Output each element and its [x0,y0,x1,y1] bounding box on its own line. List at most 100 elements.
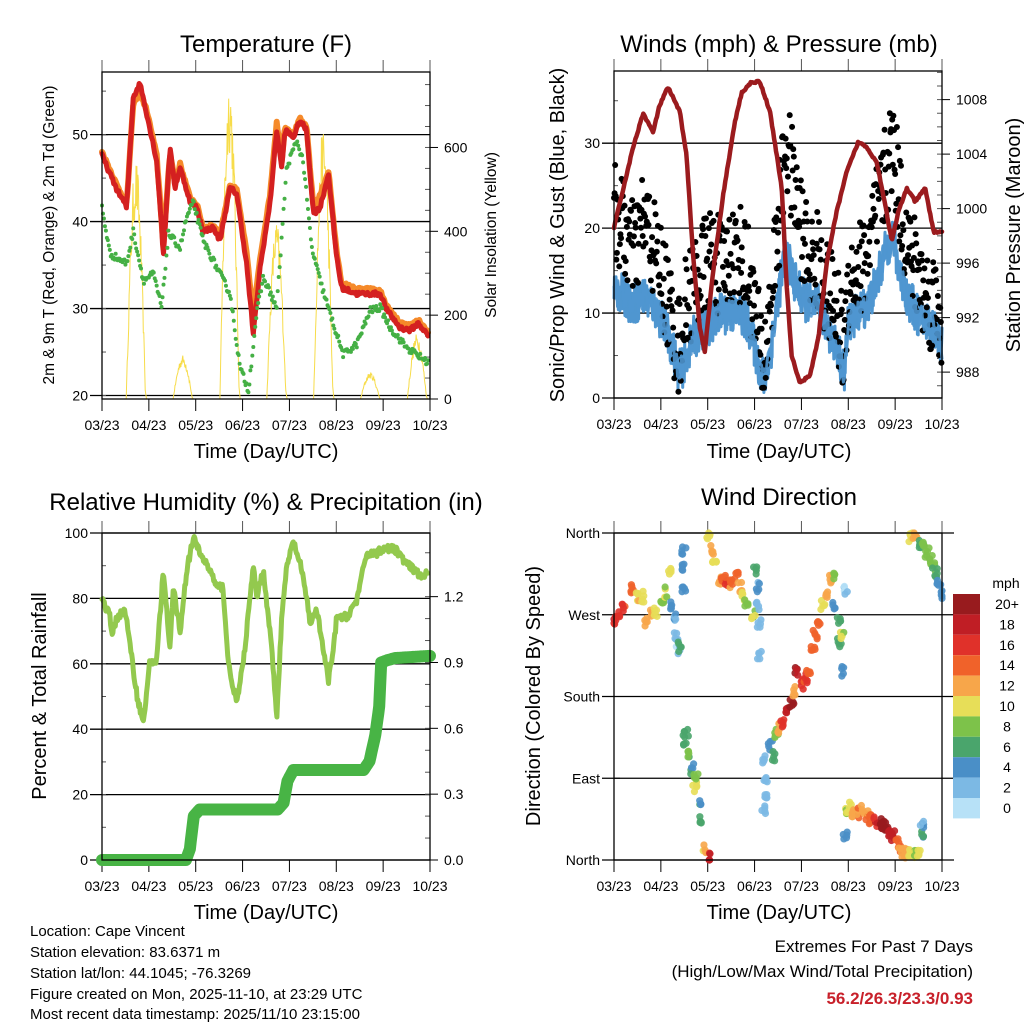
dewpoint-point [377,308,382,313]
dewpoint-point [307,225,312,230]
wind-gust-point [769,295,776,302]
wind-gust-point [859,268,866,275]
wind-gust-point [838,287,845,294]
wind-gust-point [637,215,644,222]
dewpoint-point [301,160,306,165]
dewpoint-point [164,253,169,258]
dewpoint-point [287,161,292,166]
dewpoint-point [130,237,135,242]
dewpoint-point [141,281,146,286]
wind-gust-point [933,277,940,284]
dewpoint-point [228,296,233,301]
dewpoint-point [257,294,262,299]
y-tick-label: 50 [72,127,88,143]
wind-gust-point [811,275,818,282]
y-right-tick-label: 0.9 [444,654,464,670]
dewpoint-point [200,233,205,238]
dewpoint-point [165,245,170,250]
legend-label: 10 [999,698,1015,714]
dewpoint-point [135,249,140,254]
wind-gust-point [727,250,734,257]
wind-gust-point [773,214,780,221]
wind-gust-point [630,242,637,249]
y-right-tick-label: 988 [956,364,980,380]
wind-gust-point [869,192,876,199]
dewpoint-point [134,246,139,251]
wind-direction-point [684,747,693,755]
wind-gust-point [900,227,907,234]
wind-gust-point [845,262,852,269]
wind-direction-point [672,610,680,618]
dewpoint-point [194,210,199,215]
wind-direction-point [729,580,737,588]
wind-gust-point [886,150,893,157]
legend-label: 8 [1003,718,1011,734]
wind-direction-point [916,821,924,829]
wind-gust-point [624,277,631,284]
legend-swatch [953,675,980,696]
wind-gust-point [929,342,936,349]
wind-gust-point [812,281,819,288]
wind-gust-point [857,283,864,290]
wind-direction-point [682,739,690,747]
dewpoint-point [382,312,387,317]
legend-label: 0 [1003,800,1011,816]
wind-gust-point [724,228,731,235]
wind-direction-point [761,807,769,815]
dewpoint-point [166,228,171,233]
wind-gust-point [866,238,873,245]
y-right-tick-label: 996 [956,255,980,271]
solar-insolation-line [406,334,429,400]
wind-direction-point [829,601,837,609]
x-tick-label: 04/23 [643,878,678,894]
dewpoint-point [196,217,201,222]
wind-gust-point [719,263,726,270]
x-tick-label: 05/23 [178,417,213,433]
wind-gust-point [813,240,820,247]
wind-direction-point [791,683,799,691]
wind-gust-point [847,290,854,297]
wind-direction-point [830,575,838,583]
wind-gust-point [670,324,677,331]
dewpoint-point [125,259,130,264]
x-tick-label: 04/23 [131,417,166,433]
wind-gust-point [760,384,767,391]
wind-direction-point [690,788,699,796]
x-tick-label: 06/23 [737,878,772,894]
y-right-tick-label: 400 [444,223,468,239]
wind-direction-point [915,851,923,859]
wind-gust-point [704,255,711,262]
dewpoint-point [366,314,371,319]
dewpoint-point [198,225,203,230]
wind-gust-point [841,316,848,323]
wind-gust-point [738,244,745,251]
dewpoint-point [386,318,391,323]
wind-direction-point [834,619,843,627]
legend-swatch [953,634,980,656]
dewpoint-point [151,270,156,275]
x-tick-label: 06/23 [225,417,260,433]
dewpoint-point [159,304,164,309]
x-tick-label: 09/23 [878,416,913,432]
dewpoint-point [310,251,315,256]
wind-gust-point [746,287,753,294]
wind-gust-point [667,270,674,277]
footer-location: Location: Cape Vincent [30,923,186,940]
wind-direction-point [808,646,817,654]
wind-gust-point [700,273,707,280]
wind-gust-point [924,257,931,264]
humidity-chart-title: Relative Humidity (%) & Precipitation (i… [49,489,482,516]
y-tick-label: North [566,852,600,868]
wind-direction-x-axis-label: Time (Day/UTC) [707,902,852,924]
wind-gust-point [629,197,636,204]
wind-gust-point [823,298,830,305]
wind-direction-point [933,565,941,573]
y-right-tick-label: 0 [444,391,452,407]
y-tick-label: 30 [584,135,600,151]
wind-gust-point [934,292,941,299]
wind-gust-point [651,199,658,206]
dewpoint-point [418,351,423,356]
dewpoint-point [300,153,305,158]
dewpoint-point [296,143,301,148]
dewpoint-point [109,252,114,257]
